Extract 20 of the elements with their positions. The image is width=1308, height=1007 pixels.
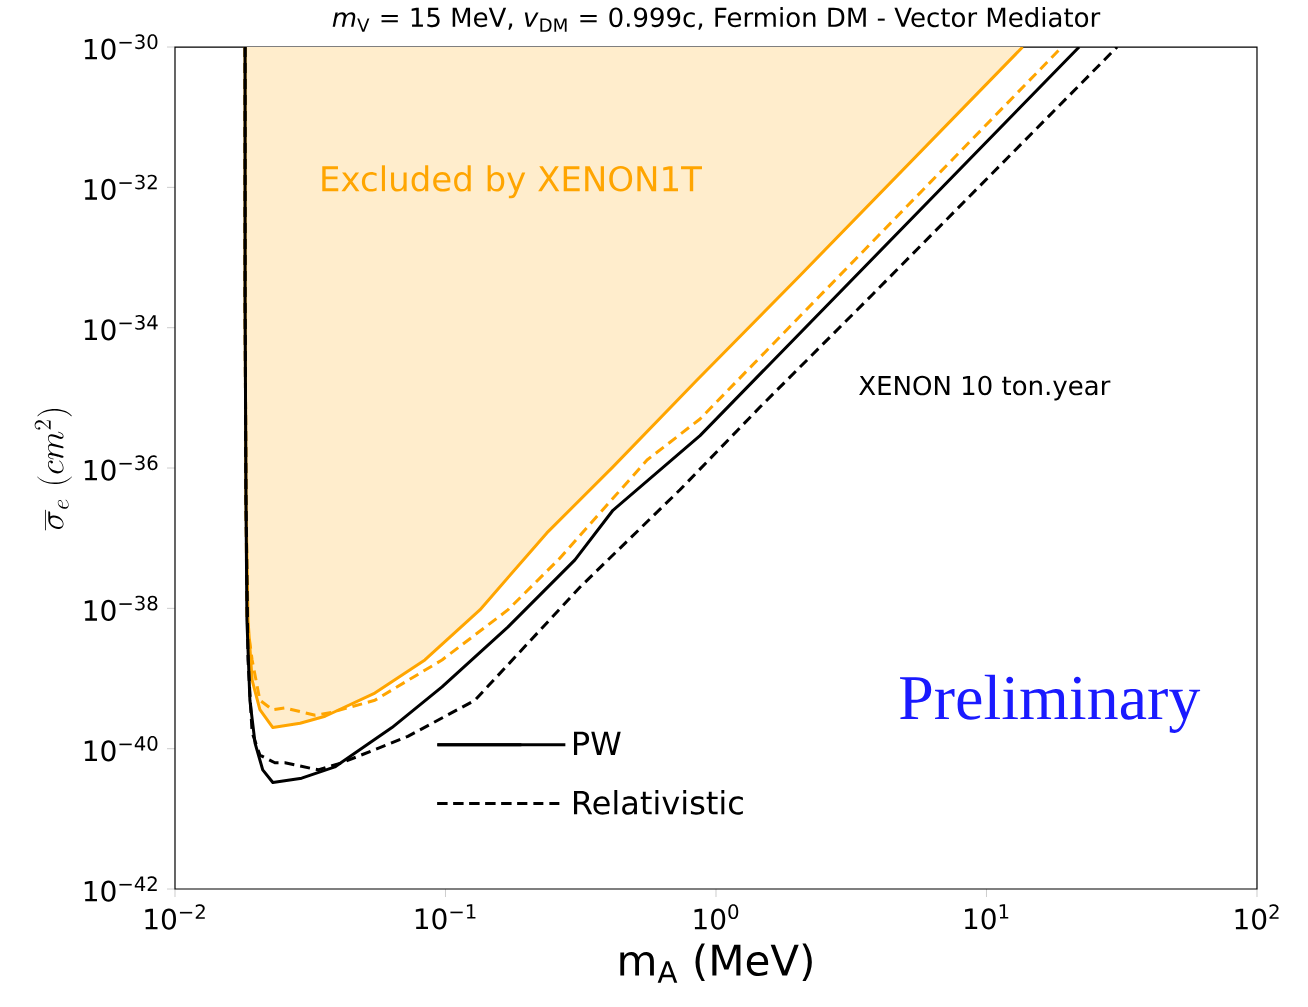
- y-tick-label: 10$^{−38}$: [84, 595, 158, 622]
- chart-title: m$_{V}$ = 15 MeV, v$_{DM}$ = 0.999c, Fermion DM - Vector Mediator: [332, 7, 1101, 32]
- x-tick-label: 10$^{1}$: [965, 904, 1009, 930]
- annotation: XENON 10 ton.year: [859, 375, 1111, 401]
- x-tick-label: 10$^{0}$: [694, 904, 739, 930]
- y-tick-label: 10$^{−30}$: [84, 34, 158, 60]
- legend-label: Relativistic: [574, 789, 743, 815]
- annotation: Preliminary: [900, 674, 1201, 733]
- y-tick-label: 10$^{−40}$: [84, 735, 158, 762]
- x-tick-label: 10$^{−1}$: [415, 904, 476, 930]
- y-tick-label: 10$^{−34}$: [84, 314, 158, 341]
- y-tick-label: 10$^{−42}$: [84, 876, 157, 902]
- x-axis-title: m$_{A}$ (MeV): [620, 943, 812, 983]
- x-tick-label: 10$^{−2}$: [145, 904, 205, 930]
- y-tick-label: 10$^{−32}$: [84, 174, 157, 201]
- annotation: Excluded by XENON1T: [322, 165, 702, 199]
- y-tick-label: 10$^{−36}$: [84, 455, 158, 481]
- y-axis-title: $\overline{\sigma}_e\ (cm^2)$: [34, 408, 72, 531]
- legend-label: PW: [574, 731, 621, 755]
- x-tick-label: 10$^{2}$: [1235, 904, 1279, 930]
